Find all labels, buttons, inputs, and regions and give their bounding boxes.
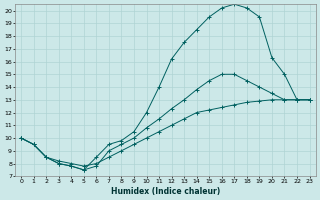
X-axis label: Humidex (Indice chaleur): Humidex (Indice chaleur): [111, 187, 220, 196]
